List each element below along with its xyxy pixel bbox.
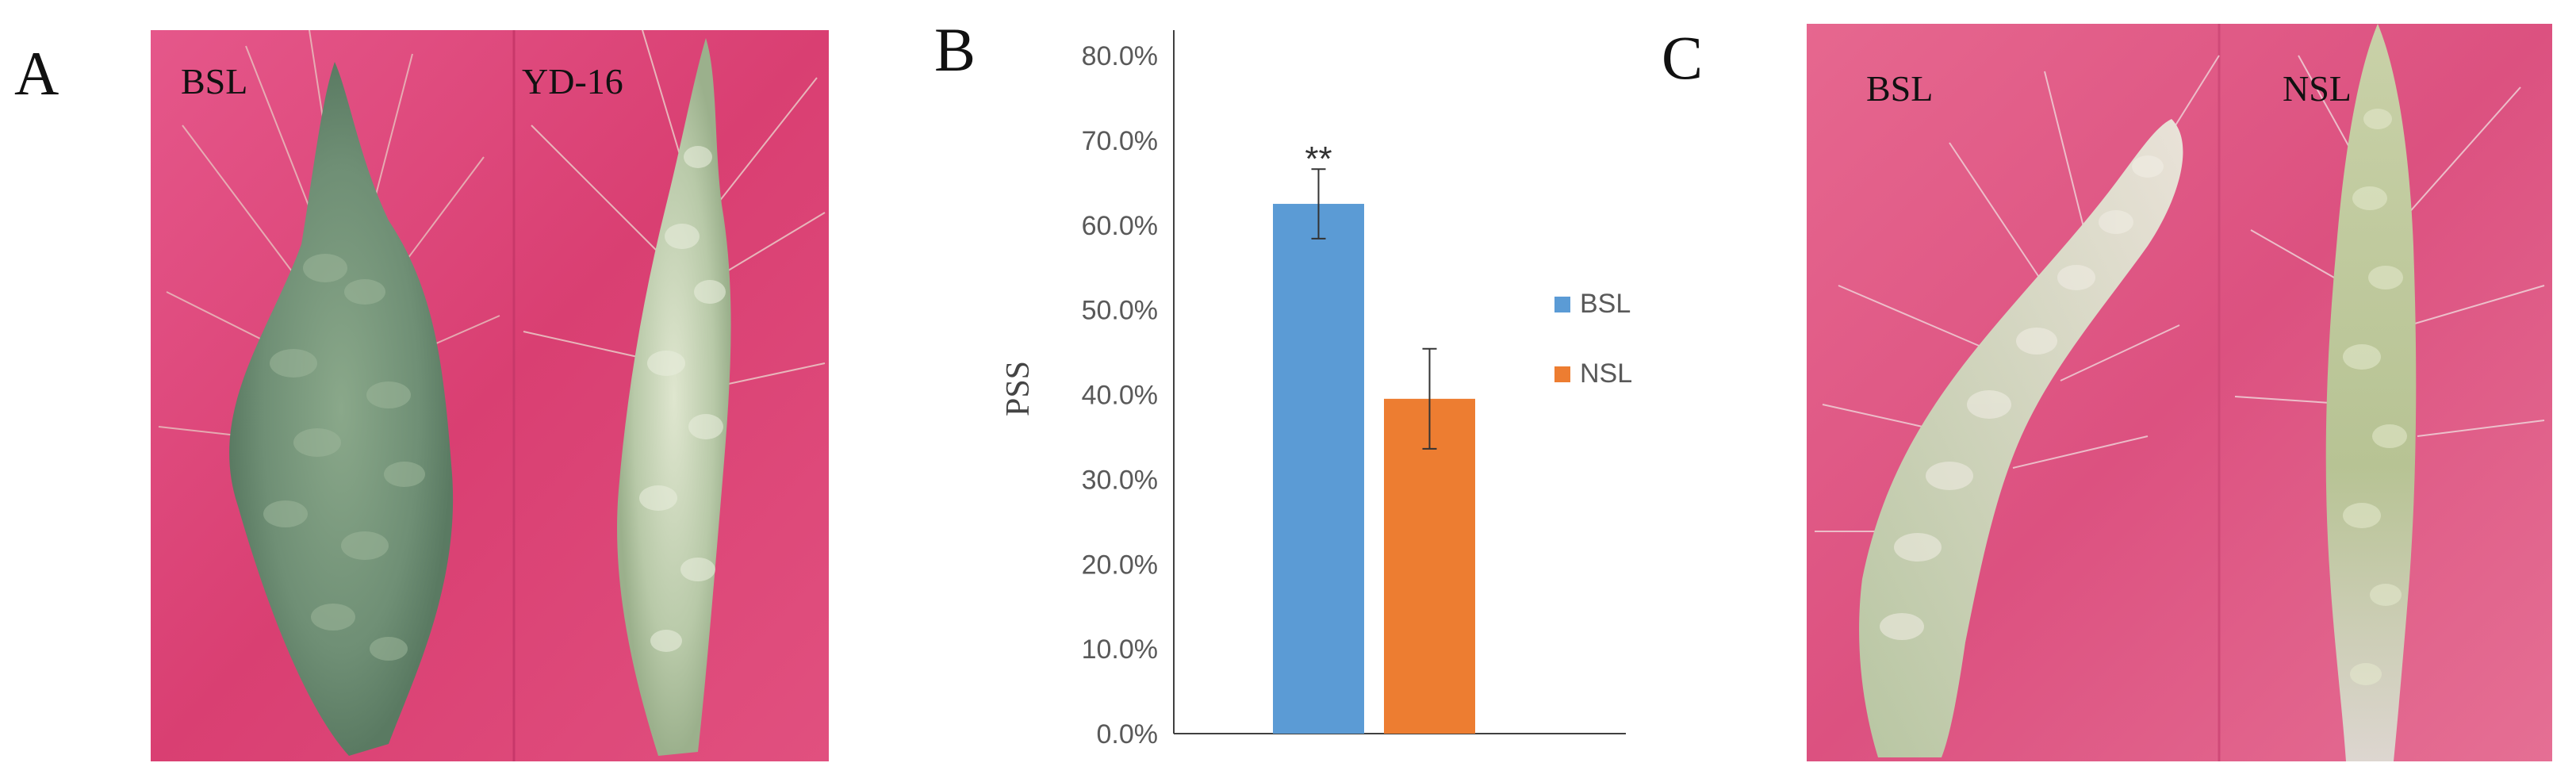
y-tick-label: 50.0% [1082, 296, 1158, 326]
panel-b-letter: B [934, 15, 976, 84]
pss-bar-chart: PSS 0.0% 10.0% 20.0% 30.0% 40.0% 50.0% 60.0% 70… [1000, 30, 1632, 749]
panel-c-right-label: NSL [2283, 68, 2352, 109]
panel-a-right-label: YD-16 [522, 61, 623, 102]
y-tick-label: 60.0% [1082, 211, 1158, 241]
y-tick-label: 30.0% [1082, 465, 1158, 495]
bar-nsl [1384, 398, 1475, 734]
legend-label-bsl: BSL [1580, 289, 1631, 319]
panel-c-letter: C [1662, 23, 1704, 92]
y-tick-label: 40.0% [1082, 381, 1158, 411]
panel-c-left-label: BSL [1866, 68, 1934, 109]
panel-a-left-label: BSL [181, 61, 248, 102]
panel-c-photo: BSL NSL [1807, 24, 2552, 761]
y-tick-label: 80.0% [1082, 41, 1158, 71]
legend-swatch-nsl [1554, 366, 1570, 382]
panel-a-letter: A [14, 39, 59, 108]
legend-swatch-bsl [1554, 297, 1570, 312]
y-tick-label: 70.0% [1082, 126, 1158, 156]
y-tick-label: 10.0% [1082, 634, 1158, 665]
bar-bsl [1273, 204, 1364, 734]
y-tick-label: 20.0% [1082, 550, 1158, 580]
y-tick-label: 0.0% [1097, 719, 1159, 749]
y-axis-label: PSS [1000, 361, 1037, 416]
legend-label-nsl: NSL [1580, 358, 1632, 389]
panel-a-photo: BSL YD-16 [151, 30, 829, 761]
significance-marker: ** [1305, 140, 1332, 178]
